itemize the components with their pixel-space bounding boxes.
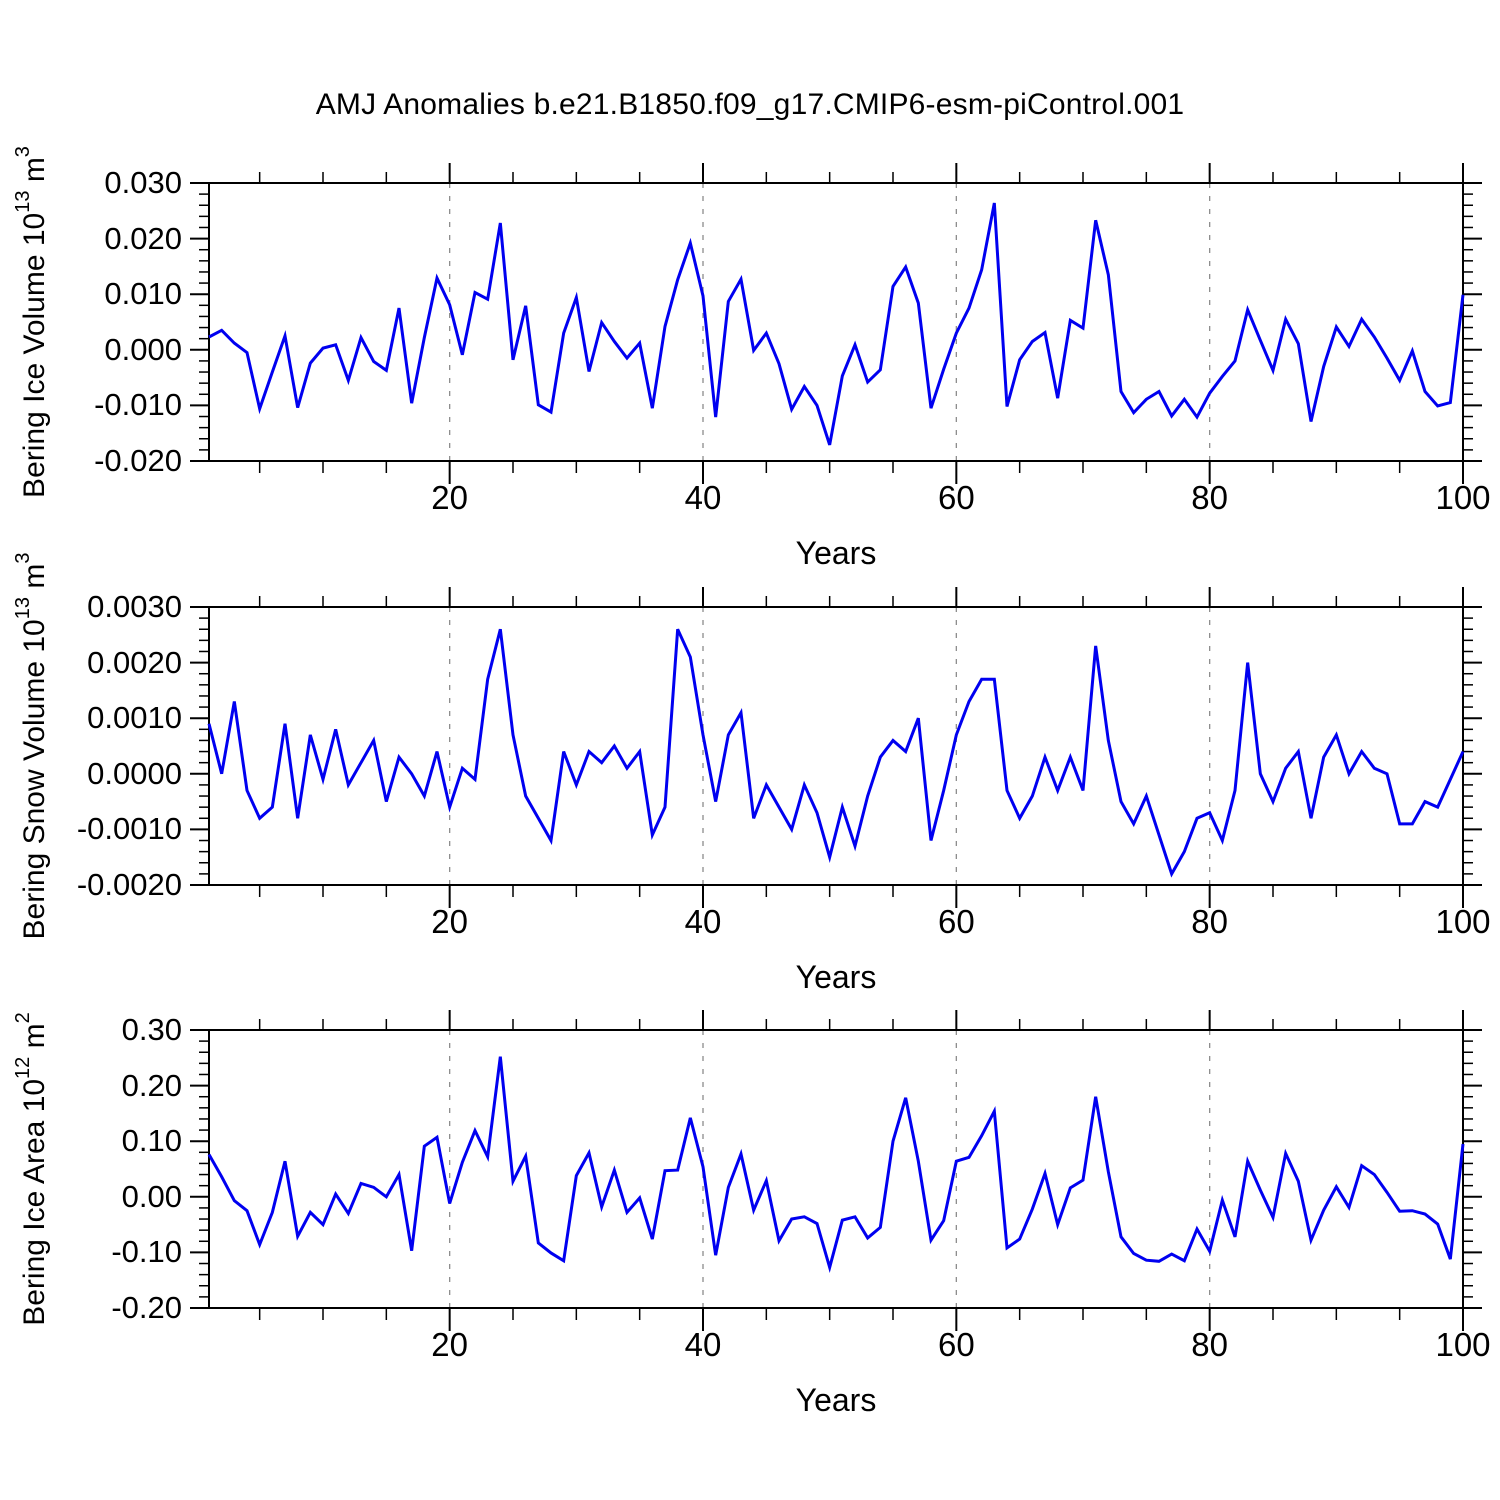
y-tick-label: 0.30 xyxy=(121,1012,182,1047)
y-tick-label: -0.0010 xyxy=(76,811,182,847)
panel-bering-ice-area-frame xyxy=(208,1029,1464,1309)
chart-title: AMJ Anomalies b.e21.B1850.f09_g17.CMIP6-… xyxy=(315,88,1185,121)
y-tick-label: 0.010 xyxy=(104,276,182,312)
x-tick-label: 80 xyxy=(1191,479,1229,516)
panel-bering-snow-volume-ticks xyxy=(190,587,1482,908)
x-axis-label-panel-1: Years xyxy=(795,535,877,571)
x-tick-label: 40 xyxy=(684,1326,722,1363)
bering-ice-volume-y-axis-title: Bering Ice Volume 1013 m3 xyxy=(12,146,51,498)
y-tick-label: 0.0010 xyxy=(87,700,182,736)
bering-ice-area-line xyxy=(207,1056,1465,1274)
y-tick-label: -0.20 xyxy=(111,1290,182,1325)
y-tick-label: 0.020 xyxy=(104,220,182,256)
x-tick-label: 20 xyxy=(431,479,469,516)
y-tick-label: -0.10 xyxy=(111,1234,182,1270)
y-tick-label: -0.010 xyxy=(94,387,182,423)
y-tick-label: 0.10 xyxy=(121,1123,182,1159)
panel-bering-ice-volume: Bering Ice Volume 1013 m3 xyxy=(12,146,1482,498)
bering-ice-volume-line xyxy=(208,202,1465,446)
x-axis-label-panel-3: Years xyxy=(795,1382,877,1418)
panel-bering-ice-area-ticks xyxy=(190,1010,1482,1331)
y-tick-label: -0.0020 xyxy=(76,867,182,902)
x-tick-label: 20 xyxy=(431,1326,469,1363)
x-tick-label: 40 xyxy=(684,479,722,516)
y-tick-label: -0.020 xyxy=(94,443,182,478)
y-tick-label: 0.20 xyxy=(121,1067,182,1103)
x-tick-label: 60 xyxy=(937,903,975,940)
x-tick-label: 100 xyxy=(1435,479,1491,516)
y-tick-label: 0.000 xyxy=(104,331,182,367)
panel-bering-snow-volume: Bering Snow Volume 1013 m3 xyxy=(12,553,1482,940)
y-tick-label: 0.030 xyxy=(104,165,182,200)
y-tick-label: 0.0020 xyxy=(87,644,182,680)
x-tick-label: 80 xyxy=(1191,1326,1229,1363)
x-tick-label: 40 xyxy=(684,903,722,940)
y-tick-label: 0.0000 xyxy=(87,755,182,791)
bering-snow-volume-line xyxy=(207,628,1465,878)
bering-snow-volume-y-axis-title: Bering Snow Volume 1013 m3 xyxy=(12,553,51,940)
y-tick-label: 0.00 xyxy=(121,1178,182,1214)
bering-ice-area-y-axis-title: Bering Ice Area 1012 m2 xyxy=(12,1012,51,1326)
x-tick-label: 60 xyxy=(937,1326,975,1363)
panel-bering-ice-area: Bering Ice Area 1012 m2 xyxy=(12,1010,1482,1331)
y-tick-label: 0.0030 xyxy=(87,589,182,624)
x-tick-label: 80 xyxy=(1191,903,1229,940)
x-tick-label: 60 xyxy=(937,479,975,516)
panel-bering-snow-volume-frame xyxy=(208,606,1464,886)
x-tick-label: 100 xyxy=(1435,1326,1491,1363)
x-tick-label: 100 xyxy=(1435,903,1491,940)
panel-bering-ice-volume-ticks xyxy=(190,163,1482,484)
panel-bering-ice-volume-frame xyxy=(208,182,1464,462)
x-axis-label-panel-2: Years xyxy=(795,959,877,995)
x-tick-label: 20 xyxy=(431,903,469,940)
